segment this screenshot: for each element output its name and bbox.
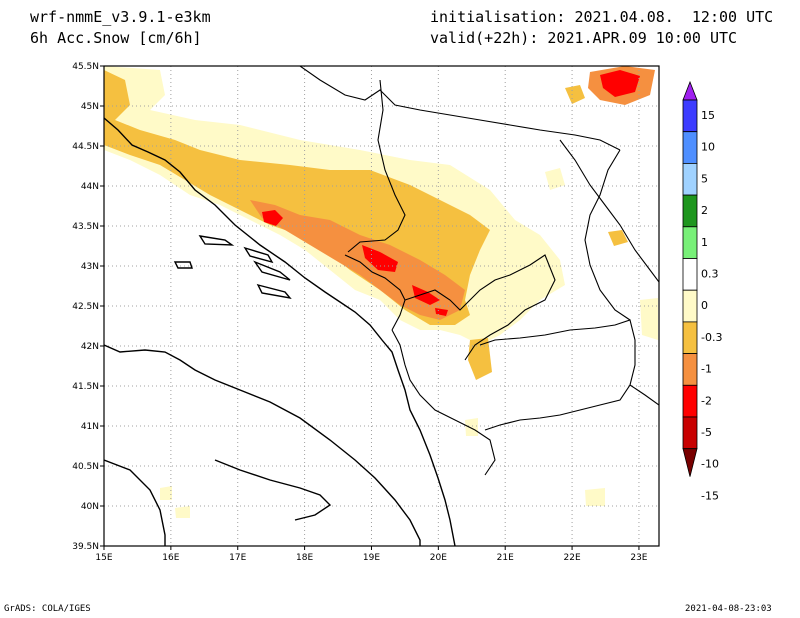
colorbar-label: -1 xyxy=(701,363,712,376)
colorbar-segment xyxy=(682,99,698,133)
colorbar-arrow-top xyxy=(682,80,698,101)
colorbar-segment xyxy=(682,416,698,450)
colorbar-segment xyxy=(682,131,698,164)
border-albania xyxy=(391,329,496,476)
border-drina xyxy=(347,79,406,253)
tick-label-lon: 17E xyxy=(229,553,246,563)
tick-label-lat: 39.5N xyxy=(72,542,99,552)
colorbar-arrow-bottom xyxy=(682,448,698,477)
island-3 xyxy=(243,246,274,264)
colorbar-label: -5 xyxy=(701,426,712,439)
model-title: wrf-nmmE_v3.9.1-e3km xyxy=(30,8,211,26)
footer-timestamp: 2021-04-08-23:03 xyxy=(685,604,772,614)
colorbar-segment xyxy=(682,226,698,259)
tick-label-lon: 20E xyxy=(430,553,447,563)
snow-band-orange xyxy=(250,200,465,320)
tick-label-lat: 40.5N xyxy=(72,462,99,472)
colorbar-segment xyxy=(682,321,698,354)
coastlines xyxy=(104,117,456,546)
colorbar-label: 15 xyxy=(701,109,715,122)
snow-scatter-6 xyxy=(585,488,605,506)
border-macedonia xyxy=(479,319,636,431)
colorbar-label: -0.3 xyxy=(701,331,722,344)
tick-label-lat: 41N xyxy=(81,422,99,432)
snow-scatter-2 xyxy=(608,230,628,246)
tick-label-lat: 42.5N xyxy=(72,302,99,312)
map-grid xyxy=(104,66,659,546)
border-bulgaria xyxy=(584,149,631,321)
snow-scatter-3 xyxy=(468,338,492,380)
tick-label-lon: 22E xyxy=(564,553,581,563)
init-time: initialisation: 2021.04.08. 12:00 UTC xyxy=(430,8,774,26)
colorbar: 15 10 5 2 1 0.3 0 -0.3 -1 -2 -5 -10 -15 xyxy=(682,80,722,502)
colorbar-segment xyxy=(682,258,698,291)
snow-ne-light xyxy=(565,85,585,104)
tick-label-lat: 43N xyxy=(81,262,99,272)
colorbar-label: 0 xyxy=(701,299,708,312)
border-east xyxy=(559,139,659,283)
colorbar-segment xyxy=(682,194,698,228)
snow-scatter-8 xyxy=(465,418,478,436)
colorbar-label: -15 xyxy=(701,489,719,502)
island-2 xyxy=(253,260,291,281)
colorbar-segment xyxy=(682,384,698,418)
colorbar-label: -10 xyxy=(701,458,719,471)
calabria-coast xyxy=(214,459,332,521)
tick-label-lon: 15E xyxy=(95,553,112,563)
border-kosovo xyxy=(404,254,556,361)
axis-ticks: 15E 16E 17E 18E 19E 20E 21E 22E 23E 45.5N 45N 44.5N… xyxy=(72,62,648,563)
italy-coast xyxy=(104,344,421,546)
colorbar-label: 5 xyxy=(701,172,708,185)
colorbar-label: 10 xyxy=(701,141,715,154)
tick-label-lat: 44.5N xyxy=(72,142,99,152)
colorbar-segment xyxy=(682,162,698,196)
tick-label-lon: 16E xyxy=(162,553,179,563)
snow-scatter-5 xyxy=(175,506,190,518)
island-1 xyxy=(198,235,235,246)
snow-scatter-1 xyxy=(545,168,565,190)
island-5 xyxy=(256,283,292,300)
snow-field xyxy=(104,66,658,518)
tick-label-lat: 41.5N xyxy=(72,382,99,392)
adriatic-east-coast xyxy=(104,117,456,546)
colorbar-label: 0.3 xyxy=(701,268,719,281)
valid-time: valid(+22h): 2021.APR.09 10:00 UTC xyxy=(430,29,738,47)
snow-scatter-7 xyxy=(640,298,658,340)
tick-label-lat: 40N xyxy=(81,502,99,512)
variable-title: 6h Acc.Snow [cm/6h] xyxy=(30,29,202,47)
tick-label-lon: 23E xyxy=(630,553,647,563)
footer-credit: GrADS: COLA/IGES xyxy=(4,604,91,614)
tick-label-lat: 43.5N xyxy=(72,222,99,232)
tick-label-lon: 19E xyxy=(363,553,380,563)
tick-label-lon: 18E xyxy=(296,553,313,563)
border-greece xyxy=(629,384,659,406)
snow-ne-red xyxy=(600,70,640,97)
tick-label-lon: 21E xyxy=(497,553,514,563)
borders xyxy=(299,66,659,476)
snow-patch-red-2 xyxy=(362,245,398,272)
colorbar-segment xyxy=(682,353,698,386)
colorbar-label: 2 xyxy=(701,204,708,217)
island-4 xyxy=(173,261,193,269)
snow-patch-red-1 xyxy=(262,210,283,226)
tick-label-lat: 45N xyxy=(81,102,99,112)
tick-label-lat: 45.5N xyxy=(72,62,99,72)
border-montenegro xyxy=(344,254,406,331)
snow-scatter-4 xyxy=(160,486,172,500)
colorbar-label: 1 xyxy=(701,236,708,249)
border-north xyxy=(299,66,621,151)
colorbar-segment xyxy=(682,289,698,323)
italy-heel xyxy=(104,459,166,546)
colorbar-label: -2 xyxy=(701,394,712,407)
tick-label-lat: 42N xyxy=(81,342,99,352)
tick-label-lat: 44N xyxy=(81,182,99,192)
snow-patch-red-3 xyxy=(412,285,440,305)
